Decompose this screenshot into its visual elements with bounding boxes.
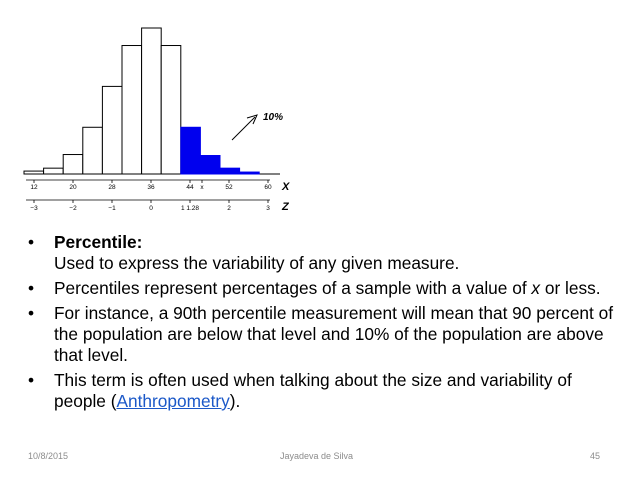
histogram-bar — [199, 155, 221, 175]
x-tick-label: 20 — [69, 184, 77, 191]
x-tick-label: 44 — [186, 184, 194, 191]
anthropometry-text-before: This term is often used when talking abo… — [54, 370, 572, 411]
x-tick-label: 52 — [225, 184, 233, 191]
z-tick-label: −3 — [30, 205, 38, 212]
bullet-item-instance: • For instance, a 90th percentile measur… — [28, 303, 628, 366]
histogram-svg: 12 20 28 36 44 x 52 60 X −3 −2 −1 0 1 1.28 2 3 Z 10% — [23, 27, 290, 213]
footer-author: Jayadeva de Silva — [280, 451, 354, 461]
x-tick-label: 60 — [264, 184, 272, 191]
z-axis-letter: Z — [281, 201, 290, 213]
x-tick-label: x — [200, 184, 204, 191]
z-tick-label: 2 — [227, 205, 231, 212]
percentages-italic-x: x — [531, 278, 541, 298]
histogram-bar — [121, 45, 143, 175]
instance-text: For instance, a 90th percentile measurem… — [54, 303, 614, 365]
x-tick-label: 12 — [30, 184, 38, 191]
bullet-icon: • — [28, 278, 35, 298]
histogram-bar — [82, 126, 103, 175]
bullet-icon: • — [28, 303, 35, 323]
histogram-bar — [219, 167, 241, 175]
histogram-bar — [43, 167, 64, 175]
bullet-list: • Percentile: Used to express the variab… — [28, 232, 628, 416]
histogram-bar — [160, 45, 182, 175]
histogram-bar — [141, 27, 162, 175]
bullet-icon: • — [28, 232, 35, 252]
x-axis-letter: X — [281, 181, 290, 193]
percentile-term: Percentile: — [54, 232, 143, 252]
bullet-icon: • — [28, 370, 35, 390]
annotation-arrow-shaft — [231, 116, 256, 141]
bullet-item-percentages: • Percentiles represent percentages of a… — [28, 278, 628, 299]
z-tick-label: 3 — [266, 205, 270, 212]
bullet-item-anthropometry: • This term is often used when talking a… — [28, 370, 628, 412]
percentages-text-after: or less. — [540, 278, 601, 298]
footer-page-number: 45 — [590, 451, 601, 461]
histogram-bar — [101, 85, 123, 175]
x-tick-label: 36 — [147, 184, 155, 191]
histogram-bar — [180, 126, 201, 175]
z-tick-label: 1 1.28 — [181, 205, 199, 212]
histogram-bar — [23, 170, 45, 175]
x-tick-label: 28 — [108, 184, 116, 191]
histogram-bar — [62, 154, 84, 175]
z-tick-label: 0 — [149, 205, 153, 212]
bullet-item-percentile: • Percentile: Used to express the variab… — [28, 232, 628, 274]
percentages-text-before: Percentiles represent percentages of a s… — [54, 278, 532, 298]
percentile-definition: Used to express the variability of any g… — [54, 253, 460, 273]
annotation-label: 10% — [263, 112, 283, 123]
histogram-chart: 12 20 28 36 44 x 52 60 X −3 −2 −1 0 1 1.28 2 3 Z 10% — [0, 0, 320, 222]
z-tick-label: −2 — [69, 205, 77, 212]
footer-date: 10/8/2015 — [28, 451, 69, 461]
annotation-arrow-head — [246, 114, 258, 125]
z-tick-label: −1 — [108, 205, 116, 212]
anthropometry-text-after: ). — [229, 391, 241, 411]
anthropometry-link[interactable]: Anthropometry — [116, 391, 230, 411]
histogram-bar — [239, 171, 260, 175]
